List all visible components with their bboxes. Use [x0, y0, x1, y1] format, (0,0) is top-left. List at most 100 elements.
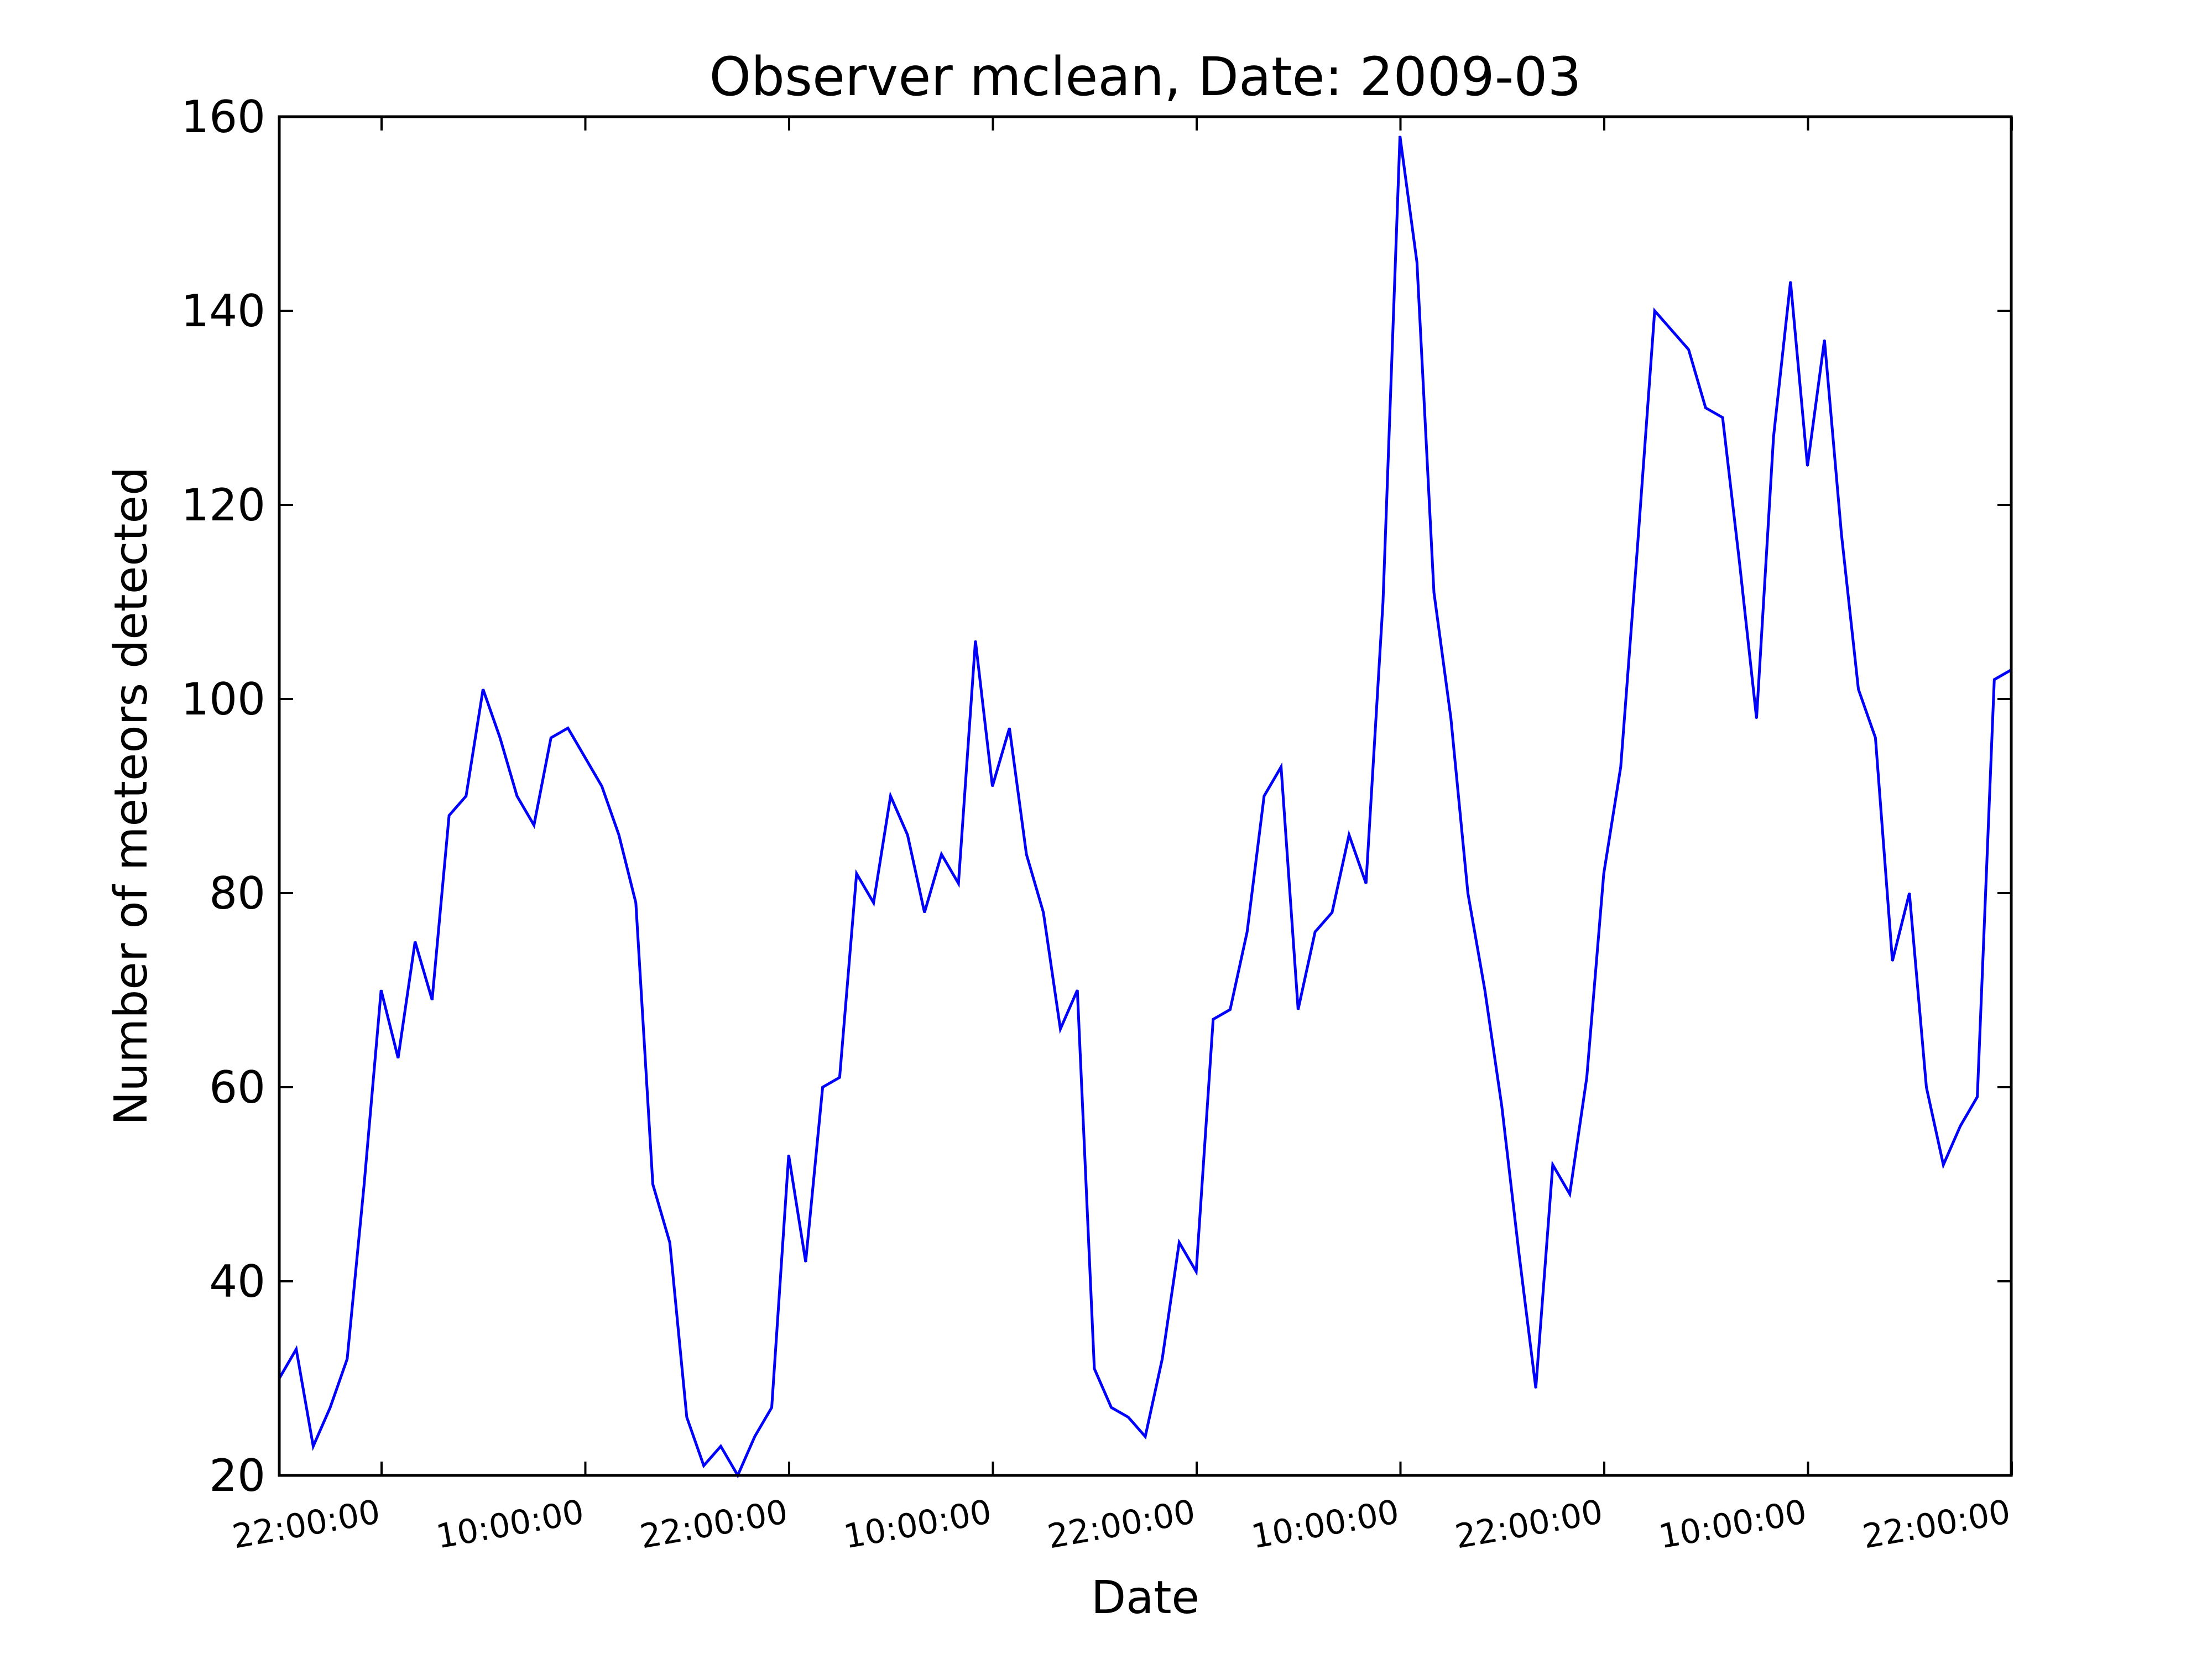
data-point	[1297, 1009, 1299, 1010]
data-point	[1518, 1251, 1520, 1253]
data-point	[1110, 1407, 1112, 1408]
data-point	[890, 795, 891, 797]
data-point	[1603, 873, 1605, 874]
data-point	[533, 825, 535, 826]
data-point	[1161, 1358, 1163, 1360]
data-point	[1077, 989, 1078, 991]
y-tick-label: 100	[181, 674, 265, 725]
data-point	[1093, 1368, 1095, 1369]
y-axis-title: Number of meteors detected	[105, 467, 158, 1125]
data-point	[1807, 465, 1808, 467]
data-point	[1365, 883, 1367, 884]
data-point	[448, 815, 450, 816]
data-point	[1994, 679, 1995, 680]
data-point	[330, 1407, 331, 1408]
data-point	[958, 883, 959, 884]
data-point	[1178, 1241, 1180, 1243]
y-tick-label: 80	[209, 868, 265, 919]
data-point	[1042, 912, 1044, 914]
data-point	[686, 1416, 687, 1418]
data-point	[1263, 795, 1265, 797]
data-point	[601, 786, 603, 787]
data-point	[1654, 310, 1656, 311]
data-point	[499, 737, 501, 739]
data-point	[380, 989, 382, 991]
y-tick-label: 40	[209, 1256, 265, 1307]
data-point	[414, 941, 416, 942]
chart-title: Observer mclean, Date: 2009-03	[709, 46, 1581, 108]
data-point	[1959, 1125, 1961, 1127]
data-point	[907, 834, 909, 836]
y-tick-label: 160	[181, 91, 265, 143]
data-point	[482, 688, 484, 690]
data-point	[941, 853, 942, 855]
data-point	[516, 795, 518, 797]
data-point	[1756, 718, 1757, 719]
data-point	[1280, 766, 1282, 768]
data-point	[1705, 407, 1707, 409]
data-point	[839, 1077, 841, 1078]
data-point	[1637, 543, 1639, 545]
data-point	[1128, 1416, 1129, 1418]
data-point	[924, 912, 925, 914]
data-point	[465, 795, 467, 797]
data-point	[771, 1407, 773, 1408]
data-point	[1943, 1164, 1944, 1166]
data-point	[1858, 688, 1859, 690]
data-point	[1433, 592, 1434, 593]
data-point	[805, 1261, 806, 1262]
data-point	[346, 1358, 348, 1360]
data-point	[635, 902, 637, 904]
data-point	[1382, 601, 1384, 603]
data-point	[669, 1241, 671, 1243]
data-point	[1009, 727, 1010, 729]
data-point	[397, 1057, 399, 1059]
data-point	[788, 1154, 790, 1156]
data-point	[1467, 893, 1469, 894]
data-point	[1671, 330, 1672, 331]
y-axis-ticks: 20 40 60 80 100 120 140 160	[181, 91, 2011, 1501]
data-point	[1552, 1164, 1553, 1166]
data-point	[1569, 1193, 1571, 1195]
data-point	[1926, 1087, 1927, 1088]
data-point	[873, 902, 874, 904]
data-point	[992, 786, 993, 787]
data-point	[312, 1446, 314, 1447]
plot-frame	[278, 115, 2013, 1477]
data-point	[652, 1183, 654, 1185]
data-point	[1892, 960, 1893, 962]
x-axis-title: Date	[1091, 1572, 1199, 1624]
data-point	[1314, 931, 1316, 933]
data-point	[1535, 1387, 1537, 1389]
data-point	[1840, 533, 1842, 535]
data-point	[856, 873, 857, 874]
data-point	[1722, 417, 1723, 418]
data-point	[1790, 281, 1791, 283]
data-point	[703, 1465, 705, 1467]
data-point	[822, 1087, 823, 1088]
data-point	[1620, 766, 1621, 768]
data-point	[1501, 1106, 1503, 1108]
data-point	[1229, 1009, 1231, 1010]
data-point	[363, 1183, 365, 1185]
data-point	[295, 1348, 297, 1350]
data-point	[1348, 834, 1350, 836]
data-point	[1976, 1096, 1978, 1098]
data-point	[1060, 1028, 1061, 1030]
data-point	[584, 757, 586, 758]
data-point	[1739, 562, 1740, 564]
data-point	[1145, 1436, 1146, 1437]
data-point	[1212, 1019, 1214, 1020]
y-tick-label: 20	[209, 1450, 265, 1501]
data-point	[1450, 718, 1452, 719]
data-point	[1586, 1077, 1588, 1078]
data-point	[431, 999, 433, 1001]
data-point	[1908, 893, 1910, 894]
data-point	[1196, 1271, 1197, 1272]
y-tick-label: 60	[209, 1062, 265, 1113]
data-point	[1688, 349, 1689, 351]
data-point	[1026, 853, 1027, 855]
data-point	[618, 834, 620, 836]
